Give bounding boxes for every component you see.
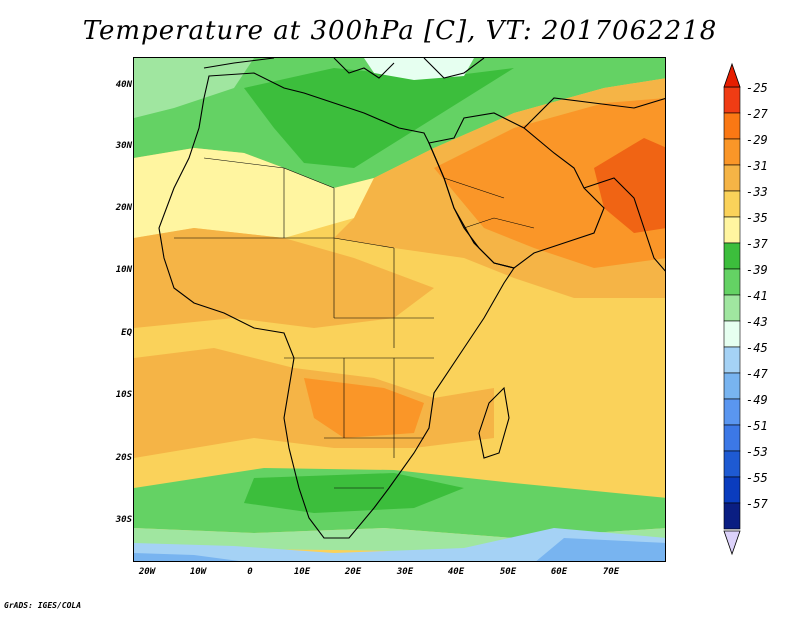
lon-label-10w: 10W bbox=[189, 567, 207, 577]
lon-label-20e: 20E bbox=[344, 567, 362, 577]
colorbar-box bbox=[723, 450, 741, 478]
colorbar-label: -45 bbox=[746, 341, 768, 355]
lat-label-10s: 10S bbox=[115, 390, 132, 400]
field-south-darkgreen bbox=[244, 473, 464, 513]
coastline-iran-india bbox=[523, 97, 665, 272]
coastlines bbox=[158, 58, 665, 539]
coastline-africa bbox=[158, 72, 515, 539]
field-south-blue bbox=[134, 528, 665, 561]
colorbar-box bbox=[723, 372, 741, 400]
colorbar-label: -47 bbox=[746, 367, 768, 381]
lon-label-10e: 10E bbox=[293, 567, 311, 577]
field-north-cyan bbox=[364, 58, 474, 80]
lon-label-40e: 40E bbox=[447, 567, 465, 577]
colorbar-label: -49 bbox=[746, 393, 768, 407]
colorbar-box bbox=[723, 398, 741, 426]
colorbar-box bbox=[723, 320, 741, 348]
colorbar bbox=[723, 62, 741, 556]
colorbar-box bbox=[723, 242, 741, 270]
colorbar-label: -41 bbox=[746, 289, 768, 303]
colorbar-label: -57 bbox=[746, 497, 768, 511]
colorbar-label: -33 bbox=[746, 185, 768, 199]
colorbar-label: -29 bbox=[746, 133, 768, 147]
lat-label-30s: 30S bbox=[115, 515, 132, 525]
colorbar-label: -43 bbox=[746, 315, 768, 329]
field-india-core bbox=[594, 138, 665, 233]
map-field bbox=[134, 58, 665, 561]
colorbar-box bbox=[723, 216, 741, 244]
colorbar-label: -51 bbox=[746, 419, 768, 433]
colorbar-box bbox=[723, 294, 741, 322]
lon-label-30e: 30E bbox=[396, 567, 414, 577]
colorbar-box bbox=[723, 86, 741, 114]
colorbar-box bbox=[723, 346, 741, 374]
colorbar-box bbox=[723, 268, 741, 296]
colorbar-box bbox=[723, 138, 741, 166]
colorbar-label: -27 bbox=[746, 107, 768, 121]
field-arabia-warmer bbox=[434, 98, 665, 268]
chart-title: Temperature at 300hPa [C], VT: 201706221… bbox=[82, 16, 718, 46]
lon-label-60e: 60E bbox=[550, 567, 568, 577]
colorbar-box bbox=[723, 502, 741, 530]
colorbar-box bbox=[723, 164, 741, 192]
lat-label-20n: 20N bbox=[115, 203, 132, 213]
colorbar-box bbox=[723, 190, 741, 218]
coastline-arabia bbox=[428, 112, 605, 269]
field-north-darkgreen bbox=[244, 68, 514, 168]
credit-text: GrADS: IGES/COLA bbox=[4, 601, 82, 610]
lat-label-eq: EQ bbox=[121, 328, 132, 338]
field-sahara-pale bbox=[134, 148, 374, 238]
country-borders bbox=[174, 157, 535, 489]
lat-label-20s: 20S bbox=[115, 453, 132, 463]
colorbar-label: -53 bbox=[746, 445, 768, 459]
lat-label-40n: 40N bbox=[115, 80, 132, 90]
colorbar-label: -25 bbox=[746, 81, 768, 95]
colorbar-label: -31 bbox=[746, 159, 768, 173]
field-tropics-warm bbox=[134, 228, 434, 328]
colorbar-box bbox=[723, 476, 741, 504]
colorbar-label: -37 bbox=[746, 237, 768, 251]
colorbar-label: -55 bbox=[746, 471, 768, 485]
colorbar-label: -39 bbox=[746, 263, 768, 277]
colorbar-top-arrow bbox=[723, 62, 741, 88]
coastline-madagascar bbox=[478, 386, 510, 459]
lon-label-50e: 50E bbox=[499, 567, 517, 577]
temperature-map bbox=[133, 57, 666, 562]
lon-label-20w: 20W bbox=[138, 567, 156, 577]
lat-label-30n: 30N bbox=[115, 141, 132, 151]
colorbar-box bbox=[723, 424, 741, 452]
colorbar-bottom-arrow bbox=[723, 530, 741, 556]
colorbar-label: -35 bbox=[746, 211, 768, 225]
lon-label-0: 0 bbox=[247, 567, 253, 577]
coastline-europe bbox=[203, 58, 485, 79]
field-north-palegreen bbox=[134, 58, 254, 118]
lat-label-10n: 10N bbox=[115, 265, 132, 275]
lon-label-70e: 70E bbox=[602, 567, 620, 577]
field-south-deepblue bbox=[134, 538, 665, 561]
colorbar-box bbox=[723, 112, 741, 140]
